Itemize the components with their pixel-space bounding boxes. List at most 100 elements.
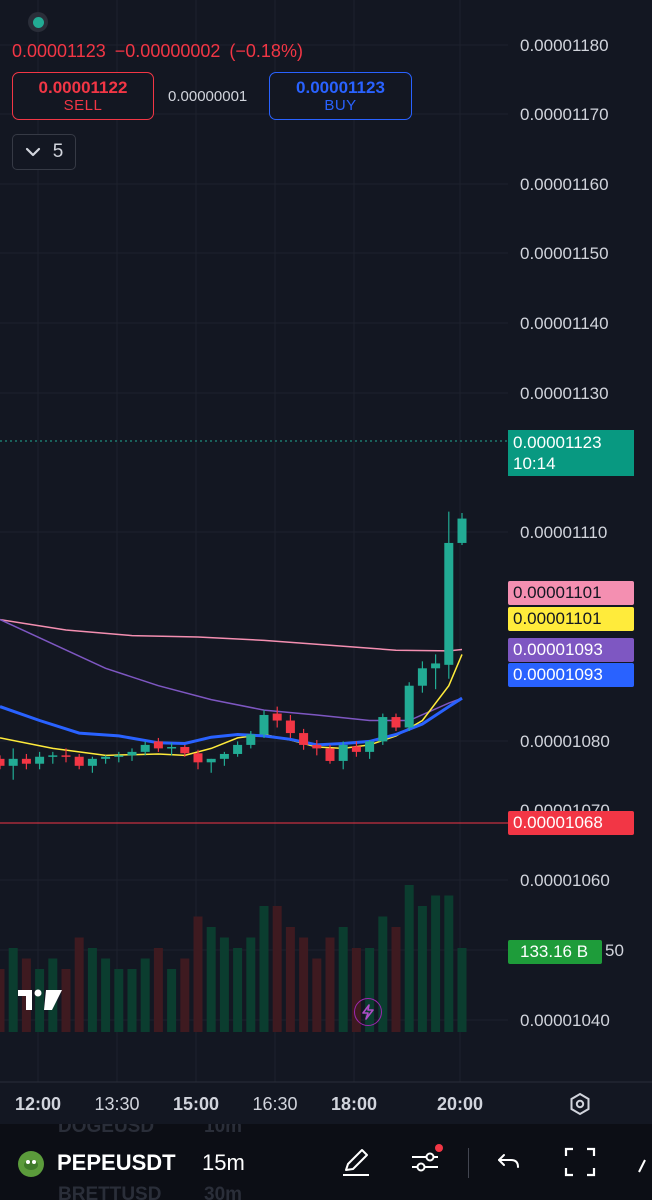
price-axis-label: 0.00001040 <box>520 1011 610 1030</box>
candle-body <box>48 755 58 757</box>
candle-body <box>101 756 111 759</box>
ma-yellow-tag: 0.00001101 <box>508 607 634 631</box>
candle-body <box>299 733 309 745</box>
buy-label: BUY <box>324 97 357 114</box>
volume-bar <box>233 948 243 1032</box>
candle-body <box>312 744 322 749</box>
volume-bar <box>167 969 177 1032</box>
volume-bar <box>338 927 348 1032</box>
current-price: 0.00001123 <box>513 433 602 452</box>
volume-bar <box>61 969 71 1032</box>
ma-yellow-line <box>0 654 463 757</box>
time-axis-label: 15:00 <box>173 1094 219 1114</box>
fullscreen-icon[interactable] <box>562 1144 598 1180</box>
volume-tag: 133.16 B <box>508 940 602 964</box>
volume-bar <box>457 948 467 1032</box>
candle-body <box>140 744 150 752</box>
price-axis-label: 0.00001110 <box>520 523 607 542</box>
toolbar-separator <box>468 1148 469 1178</box>
time-axis-label: 16:30 <box>252 1094 297 1114</box>
buy-price: 0.00001123 <box>296 78 385 97</box>
price-chart[interactable]: 0.00001180 0.00001170 0.00001160 0.00001150… <box>0 0 652 1124</box>
last-price: 0.00001123 <box>12 41 106 61</box>
indicators-count: 5 <box>52 141 64 162</box>
ma-purple-line <box>0 618 463 722</box>
quote-line: 0.00001123 −0.00000002 (−0.18%) <box>12 41 307 62</box>
undo-icon[interactable] <box>494 1144 524 1178</box>
settings-icon[interactable] <box>568 1092 592 1116</box>
candle-body <box>417 668 427 686</box>
volume-bar <box>312 958 322 1032</box>
price-axis-label: 0.00001180 <box>520 36 609 55</box>
volume-bar <box>114 969 124 1032</box>
volume-bar <box>127 969 137 1032</box>
pencil-icon[interactable] <box>340 1144 372 1178</box>
more-tools-icon[interactable] <box>636 1144 652 1178</box>
volume-bar <box>140 958 150 1032</box>
candle-body <box>193 753 203 763</box>
price-axis: 0.00001180 0.00001170 0.00001160 0.00001150… <box>520 36 624 1030</box>
volume-bar <box>391 927 401 1032</box>
candle-body <box>153 741 163 749</box>
volume-bar <box>417 906 427 1032</box>
ghost-symbol-above: DOGEUSD <box>58 1124 155 1137</box>
candle-body <box>444 542 454 665</box>
candle-body <box>167 747 177 749</box>
live-status-icon <box>28 12 48 32</box>
candle-body <box>0 758 5 766</box>
candle-body <box>8 758 18 766</box>
volume-bar <box>87 948 97 1032</box>
ghost-symbol-below: BRETTUSD <box>58 1184 162 1200</box>
candle-body <box>325 748 335 761</box>
candle-body <box>246 734 256 745</box>
price-axis-label: 0.00001060 <box>520 871 610 890</box>
ma-pink-line <box>0 618 463 652</box>
candle-body <box>61 755 71 757</box>
candle-body <box>233 744 243 754</box>
volume-bar <box>35 969 45 1032</box>
candle-body <box>219 753 229 759</box>
volume-bar <box>404 885 414 1032</box>
indicator-settings-icon[interactable] <box>408 1144 444 1178</box>
candle-body <box>431 663 441 669</box>
price-axis-label: 50 <box>605 941 624 960</box>
time-axis-label: 18:00 <box>331 1094 377 1114</box>
flash-icon[interactable] <box>354 998 382 1026</box>
candle-body <box>87 758 97 766</box>
sell-button[interactable]: 0.00001122 SELL <box>12 72 154 120</box>
chevron-down-icon <box>25 147 40 157</box>
tradingview-logo-icon <box>18 989 62 1010</box>
buy-button[interactable]: 0.00001123 BUY <box>269 72 412 120</box>
symbol-logo-icon <box>18 1151 44 1177</box>
symbol-selector[interactable]: PEPEUSDT <box>57 1150 176 1175</box>
candle-body <box>457 518 467 543</box>
candle-body <box>338 744 348 761</box>
candle-body <box>351 746 361 752</box>
volume-bar <box>219 937 229 1032</box>
volume-bar <box>272 906 282 1032</box>
candle-body <box>272 713 282 721</box>
sell-label: SELL <box>63 97 103 114</box>
candle-body <box>391 717 401 728</box>
candle-body <box>180 747 190 754</box>
horizontal-line-tag: 0.00001068 <box>508 811 634 835</box>
candle-body <box>35 756 45 764</box>
interval-selector[interactable]: 15m <box>202 1150 245 1175</box>
indicators-toggle-button[interactable]: 5 <box>12 134 76 170</box>
ma-pink-tag: 0.00001101 <box>508 581 634 605</box>
volume-bar <box>365 948 375 1032</box>
candle-body <box>206 758 216 763</box>
current-price-tag: 0.00001123 10:14 <box>508 430 634 476</box>
volume-bar <box>285 927 295 1032</box>
bar-countdown: 10:14 <box>513 454 556 473</box>
volume-bar <box>299 937 309 1032</box>
volume-bar <box>378 916 388 1032</box>
volume-bar <box>259 906 269 1032</box>
ma-purple-tag: 0.00001093 <box>508 638 634 662</box>
candle-body <box>127 751 137 756</box>
ghost-interval-above: 10m <box>204 1124 243 1137</box>
price-axis-label: 0.00001160 <box>520 175 609 194</box>
candle-body <box>378 717 388 742</box>
volume-bar <box>206 927 216 1032</box>
price-axis-label: 0.00001150 <box>520 244 609 263</box>
